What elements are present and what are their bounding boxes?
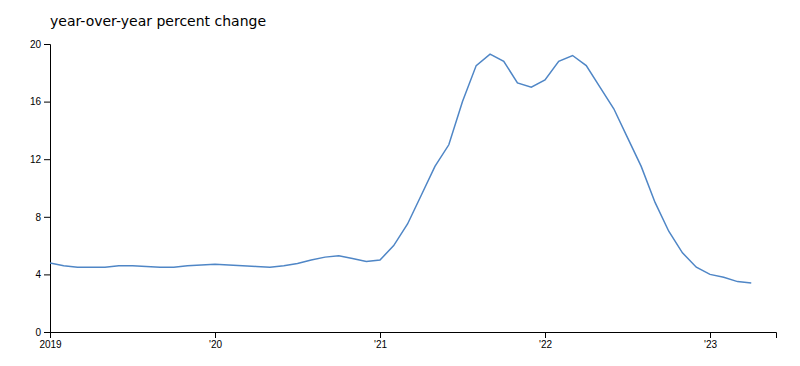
tick-label: 20: [30, 39, 42, 50]
x-axis: 2019 '20 '21 '22 '23: [39, 332, 776, 350]
tick: 4: [35, 269, 50, 280]
axis-line: [51, 333, 777, 339]
tick-label: 0: [35, 327, 41, 338]
tick-label: '23: [704, 339, 717, 350]
tick-mark: [710, 332, 711, 338]
chart: 2019 '20 '21 '22 '23 0 4 8 12 16 20 year-over-year …: [0, 0, 800, 366]
tick-mark: [44, 102, 50, 103]
tick: 16: [30, 96, 50, 107]
tick-label: 8: [35, 212, 41, 223]
tick-mark: [44, 274, 50, 275]
tick-label: 2019: [39, 339, 62, 350]
title: year-over-year percent change: [50, 13, 266, 29]
tick: '20: [209, 332, 222, 350]
tick-label: 4: [35, 269, 41, 280]
tick-mark: [545, 332, 546, 338]
axis-line: [44, 45, 51, 333]
tick: 20: [30, 39, 50, 50]
tick-mark: [215, 332, 216, 338]
line: [50, 54, 751, 283]
tick-label: '22: [539, 339, 552, 350]
tick: '22: [539, 332, 552, 350]
tick-mark: [44, 332, 50, 333]
tick-mark: [44, 217, 50, 218]
tick-mark: [44, 44, 50, 45]
tick: '23: [704, 332, 717, 350]
tick-label: '20: [209, 339, 222, 350]
tick-mark: [380, 332, 381, 338]
tick: 12: [30, 154, 50, 165]
tick-label: 16: [30, 96, 42, 107]
tick-label: 12: [30, 154, 42, 165]
plot: 2019 '20 '21 '22 '23 0 4 8 12 16 20: [30, 39, 777, 350]
tick: 2019: [39, 332, 62, 350]
tick-label: '21: [374, 339, 387, 350]
y-axis: 0 4 8 12 16 20: [30, 39, 51, 338]
marks: [50, 54, 751, 283]
tick: '21: [374, 332, 387, 350]
tick-mark: [44, 159, 50, 160]
tick: 0: [35, 327, 50, 338]
tick: 8: [35, 212, 50, 223]
